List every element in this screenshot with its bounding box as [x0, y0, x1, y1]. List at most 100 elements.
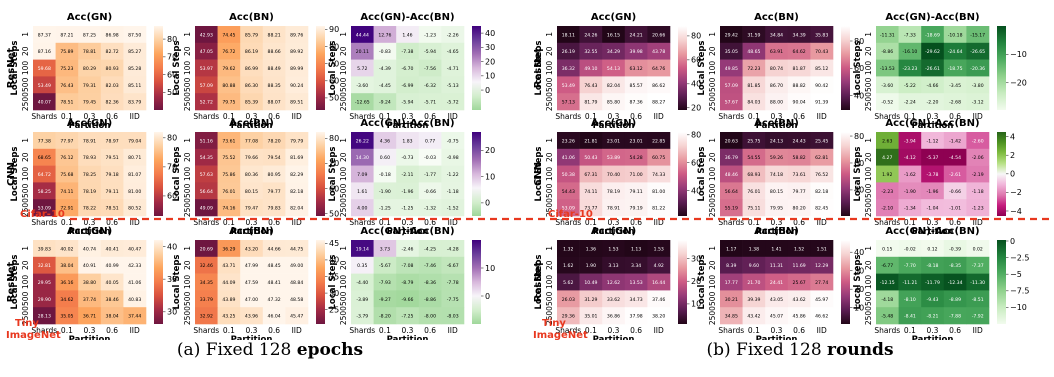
cell-value-label: 30.21: [725, 297, 738, 303]
heatmap-cell: [876, 307, 899, 325]
heatmap-cell: [943, 273, 967, 291]
cell-value-label: -1.32: [424, 206, 436, 212]
colorbar-tick-label: −2.5: [1010, 253, 1029, 262]
x-axis-label: Partition: [593, 227, 635, 237]
x-tick-label: 0.6: [793, 326, 805, 335]
cell-value-label: -9.43: [927, 297, 939, 303]
x-tick-label: 0.3: [84, 112, 96, 121]
colorbar: [472, 26, 481, 110]
heatmap-cell: [787, 240, 811, 258]
cell-value-label: -8.21: [927, 314, 939, 320]
cell-value-label: -1.18: [972, 189, 984, 195]
cell-value-label: 79.83: [268, 206, 281, 212]
heatmap-cell: [351, 256, 374, 274]
heatmap-cell: [787, 273, 811, 291]
heatmap-cell: [966, 132, 990, 150]
cell-value-label: 90.04: [793, 100, 806, 106]
heatmap-cell: [602, 132, 626, 150]
heatmap-cell: [195, 199, 218, 217]
heatmap-cell: [602, 199, 626, 217]
cell-value-label: 43.71: [222, 263, 235, 269]
cell-value-label: 34.85: [725, 314, 738, 320]
cell-value-label: 25.75: [747, 138, 760, 144]
heatmap-cell: [441, 42, 465, 60]
cell-value-label: 12.76: [378, 32, 391, 38]
cell-value-label: 31.29: [584, 297, 597, 303]
colorbar-tick-label: 50: [167, 88, 177, 97]
x-tick-label: IID: [448, 218, 458, 227]
cell-value-label: 89.92: [290, 49, 303, 55]
heatmap-cell: [966, 93, 990, 111]
cell-value-label: 80.74: [770, 66, 783, 72]
caption-a-prefix: (a) Fixed 128: [176, 340, 297, 360]
x-tick-label: IID: [130, 112, 140, 121]
colorbar: [997, 26, 1006, 110]
cell-value-label: 50.43: [584, 155, 597, 161]
colorbar-tick-label: −20: [1010, 79, 1027, 88]
cell-value-label: 11.69: [793, 263, 806, 269]
heatmap-cell: [373, 59, 397, 77]
y-axis-label: Local Steps: [10, 147, 20, 202]
cell-value-label: 49.10: [584, 66, 597, 72]
y-tick-label: 100: [183, 61, 192, 76]
panel-1-1-2: Acc(GN)-Acc(BN) 2.63 -3.94 -1.12 -1.42 -2.60 4…: [853, 118, 1022, 237]
x-tick-label: IID: [973, 326, 983, 335]
colorbar-tick-label: 40: [485, 29, 495, 38]
colorbar-tick-label: 35: [329, 272, 339, 281]
cell-value-label: 80.93: [106, 66, 119, 72]
cell-value-label: -11.79: [925, 280, 940, 286]
heatmap-cell: [441, 273, 465, 291]
cell-value-label: -2.68: [949, 100, 961, 106]
heatmap-cell: [123, 182, 147, 200]
heatmap-cell: [262, 273, 286, 291]
panel-title: Acc(BN): [229, 118, 274, 129]
heatmap-cell: [787, 93, 811, 111]
cell-value-label: 43.05: [770, 297, 783, 303]
cell-value-label: 71.00: [630, 172, 643, 178]
cell-value-label: 3.34: [631, 263, 641, 269]
colorbar: [316, 26, 325, 110]
heatmap-cell: [396, 93, 420, 111]
cell-value-label: -7.33: [904, 32, 916, 38]
y-tick-label: 100: [183, 275, 192, 290]
cell-value-label: 39.39: [747, 297, 760, 303]
heatmap-cell: [351, 240, 374, 258]
panel-title: Acc(GN)-Acc(BN): [885, 12, 979, 23]
heatmap-cell: [742, 240, 766, 258]
y-tick-label: 2500: [21, 198, 30, 217]
cell-value-label: 76.12: [60, 155, 73, 161]
heatmap-cell: [78, 182, 102, 200]
cell-value-label: 44.09: [222, 280, 235, 286]
cell-value-label: 34.39: [793, 32, 806, 38]
x-axis-label: Partition: [231, 121, 273, 131]
heatmap-cell: [285, 132, 309, 150]
cell-value-label: -7.25: [402, 314, 414, 320]
y-tick-label: 2500: [21, 92, 30, 111]
heatmap-cell: [943, 76, 967, 94]
cell-value-label: 78.97: [106, 138, 119, 144]
y-tick-label: 500: [21, 77, 30, 92]
heatmap-cell: [966, 256, 990, 274]
heatmap-cell: [742, 93, 766, 111]
cell-value-label: 88.35: [268, 83, 281, 89]
cell-value-label: 26.22: [356, 138, 369, 144]
y-axis-label: Local Steps: [10, 255, 20, 310]
heatmap-cell: [217, 165, 241, 183]
cell-value-label: 88.21: [268, 32, 281, 38]
cell-value-label: 85.79: [245, 32, 258, 38]
panel-title: Acc(GN): [67, 118, 112, 129]
y-axis-label: Local Steps: [697, 147, 707, 202]
heatmap-cell: [765, 256, 789, 274]
x-tick-label: 0.3: [927, 326, 939, 335]
heatmap-cell: [810, 240, 834, 258]
heatmap-cell: [647, 26, 671, 44]
heatmap-cell: [55, 42, 79, 60]
cell-value-label: 73.61: [793, 172, 806, 178]
colorbar-tick-label: 80: [167, 35, 177, 44]
heatmap-cell: [262, 290, 286, 308]
heatmap-cell: [55, 165, 79, 183]
cell-value-label: -0.73: [402, 155, 414, 161]
cell-value-label: -8.86: [881, 49, 893, 55]
y-tick-label: 500: [21, 183, 30, 198]
heatmap-cell: [351, 93, 374, 111]
